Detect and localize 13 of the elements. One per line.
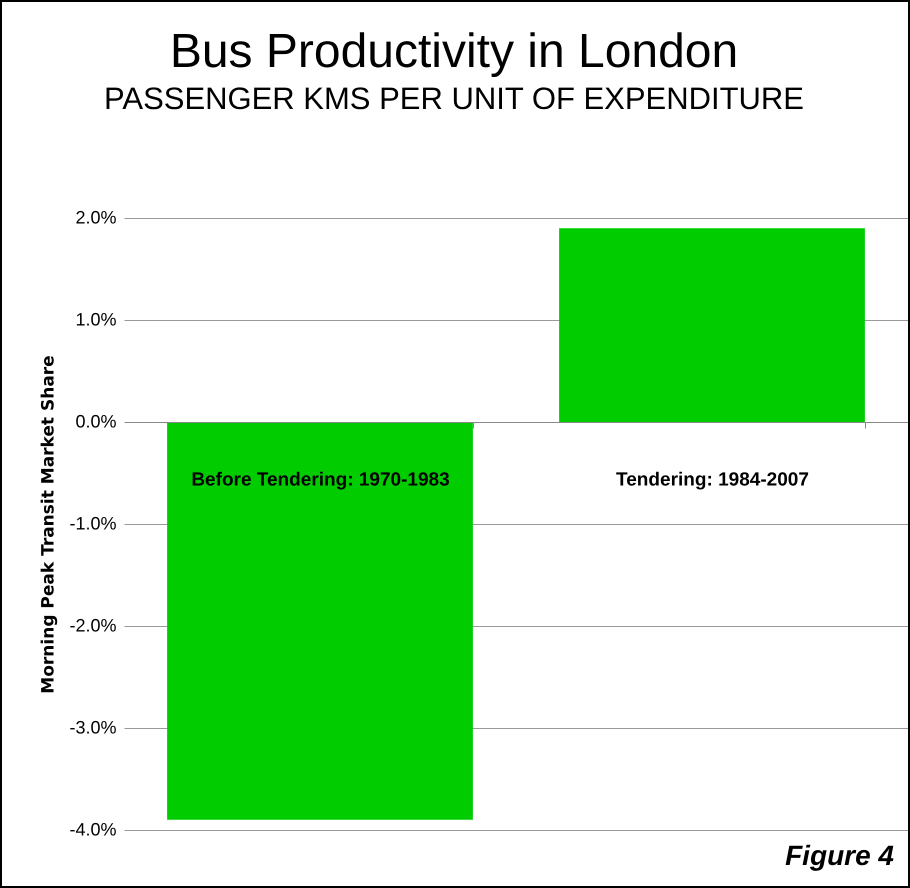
- chart-title: Bus Productivity in London: [170, 25, 738, 78]
- x-tick-label: Tendering: 1984-2007: [616, 470, 809, 490]
- y-tick-label: -4.0%: [69, 820, 116, 840]
- y-axis-title: Morning Peak Transit Market Share: [38, 355, 58, 694]
- x-tick-label: Before Tendering: 1970-1983: [191, 470, 450, 490]
- y-tick-label: 2.0%: [75, 208, 116, 228]
- y-tick-label: -1.0%: [69, 514, 116, 534]
- y-tick-label: 0.0%: [75, 412, 116, 432]
- caption: Figure 4: [785, 840, 894, 872]
- y-tick-label: 1.0%: [75, 310, 116, 330]
- y-tick-label: -2.0%: [69, 616, 116, 636]
- y-tick-label: -3.0%: [69, 718, 116, 738]
- chart-subtitle: PASSENGER KMS PER UNIT OF EXPENDITURE: [104, 81, 804, 116]
